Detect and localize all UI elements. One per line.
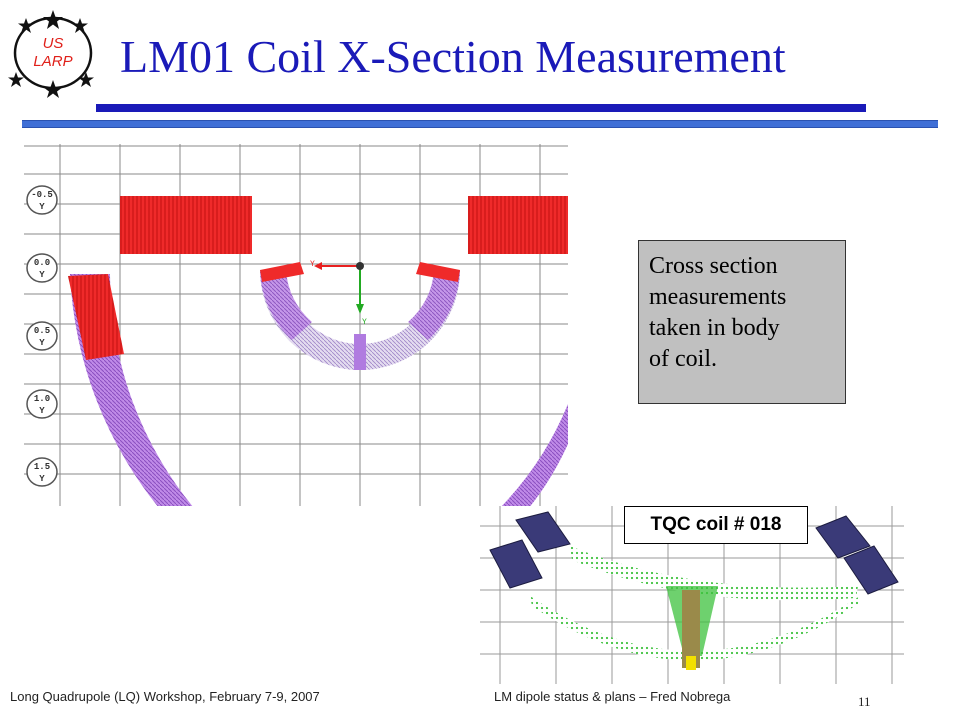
footer-workshop: Long Quadrupole (LQ) Workshop, February … <box>10 689 320 704</box>
y-marker-axis: Y <box>39 474 45 484</box>
inner-coil-ring <box>260 270 460 370</box>
y-marker: 1.5 Y <box>26 457 58 487</box>
lm01-cross-section-plot: Y Y -0.5 Y 0.0 Y 0.5 Y 1.0 Y <box>24 144 568 506</box>
y-marker: 0.5 Y <box>26 321 58 351</box>
inner-coil-left-red <box>260 262 304 282</box>
origin-x-label: Y <box>310 260 315 269</box>
y-marker-axis: Y <box>39 406 45 416</box>
cross-section-callout: Cross section measurements taken in body… <box>638 240 846 404</box>
logo-text-larp: LARP <box>33 53 72 70</box>
logo-stars <box>8 10 94 98</box>
coil-block-right <box>468 196 568 254</box>
tqc-block-right <box>815 515 899 595</box>
footer-author: LM dipole status & plans – Fred Nobrega <box>494 689 731 704</box>
page-number: 11 <box>858 694 871 709</box>
outer-coil-left-red <box>68 274 124 360</box>
tqc-lower-arc <box>530 596 860 661</box>
y-marker-value: 0.0 <box>34 258 50 268</box>
y-marker-axis: Y <box>39 338 45 348</box>
y-marker-axis: Y <box>39 270 45 280</box>
origin-axes: Y Y <box>310 260 367 327</box>
y-marker-value: 1.5 <box>34 462 50 472</box>
origin-y-label: Y <box>362 318 367 327</box>
y-marker: 0.0 Y <box>26 253 58 283</box>
page-title: LM01 Coil X-Section Measurement <box>120 31 786 82</box>
tqc-center-pole <box>682 590 700 668</box>
callout-line: of coil. <box>649 346 717 372</box>
inner-coil-right-red <box>416 262 460 282</box>
callout-line: taken in body <box>649 315 780 341</box>
outer-coil-right-arc <box>501 404 568 506</box>
callout-line: Cross section <box>649 253 778 279</box>
y-marker: 1.0 Y <box>26 389 58 419</box>
coil-block-left <box>120 196 252 254</box>
y-marker-value: -0.5 <box>31 190 53 200</box>
title-underline <box>96 104 866 112</box>
logo-text-us: US <box>43 35 64 52</box>
y-marker-axis: Y <box>39 202 45 212</box>
y-marker-value: 0.5 <box>34 326 50 336</box>
tqc-block-left <box>489 511 571 589</box>
y-marker: -0.5 Y <box>26 185 58 215</box>
y-markers: -0.5 Y 0.0 Y 0.5 Y 1.0 Y 1.5 Y <box>26 185 58 487</box>
us-larp-logo: US LARP <box>8 10 94 98</box>
y-marker-value: 1.0 <box>34 394 50 404</box>
tqc-coil-label: TQC coil # 018 <box>624 506 808 544</box>
callout-line: measurements <box>649 284 787 310</box>
header-divider-bar <box>22 120 938 128</box>
